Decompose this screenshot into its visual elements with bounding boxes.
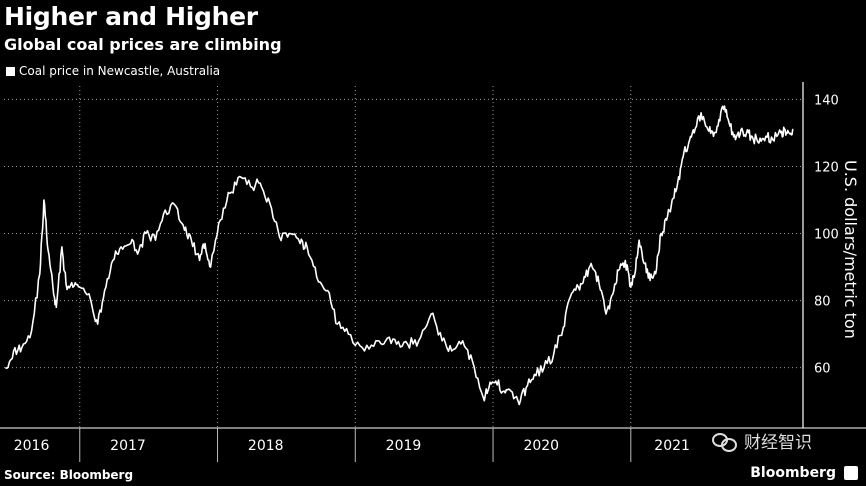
legend-swatch: [6, 66, 15, 76]
y-tick-label: 100: [814, 228, 839, 243]
y-tick-label: 80: [814, 295, 831, 310]
watermark-text: 财经智识: [744, 433, 812, 453]
chart-legend: Coal price in Newcastle, Australia: [6, 64, 220, 78]
chart-title: Higher and Higher: [4, 2, 258, 31]
y-tick-label: 120: [814, 160, 839, 175]
source-note: Source: Bloomberg: [4, 468, 134, 482]
series-line: [5, 105, 794, 406]
y-axis-label: U.S. dollars/metric ton: [841, 160, 860, 339]
x-tick-label: 2018: [248, 438, 284, 454]
chart-subtitle: Global coal prices are climbing: [4, 35, 282, 54]
x-tick-label: 2019: [386, 438, 422, 454]
watermark: 财经智识: [712, 428, 812, 453]
brand-logo-icon: [844, 466, 858, 480]
legend-label: Coal price in Newcastle, Australia: [19, 64, 221, 78]
x-tick-label: 2020: [523, 438, 559, 454]
y-tick-label: 140: [814, 93, 839, 108]
wechat-icon: [712, 431, 738, 452]
y-tick-label: 60: [814, 362, 831, 377]
x-tick-label: 2017: [110, 438, 146, 454]
brand-logo: Bloomberg: [750, 465, 836, 481]
x-tick-label: 2016: [14, 438, 50, 454]
x-tick-label: 2021: [654, 438, 690, 454]
